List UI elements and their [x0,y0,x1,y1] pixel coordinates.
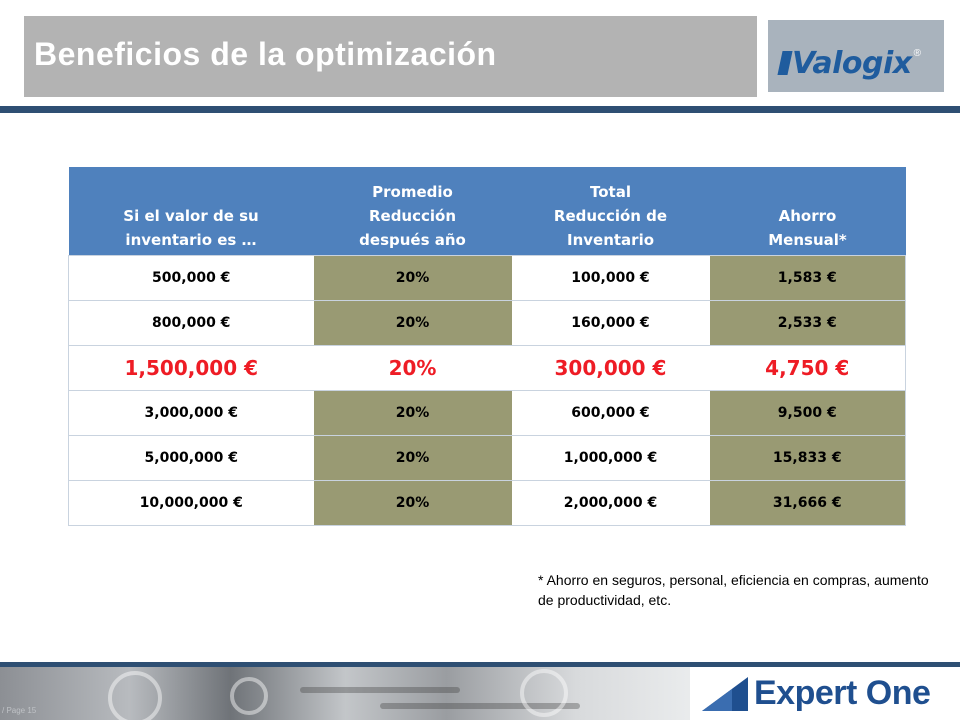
monthly-savings-cell: 31,666 € [709,479,906,526]
monthly-savings-cell: 15,833 € [709,434,906,480]
photo-ring-shape [230,677,268,715]
table-row: 10,000,000 € 20% 2,000,000 € 31,666 € [68,479,906,526]
expert-one-logo: Expert One [690,667,960,720]
table-row: 800,000 € 20% 160,000 € 2,533 € [68,299,906,345]
title-banner [24,16,757,97]
inventory-value-cell: 800,000 € [68,299,314,345]
inventory-value-cell: 10,000,000 € [68,479,314,526]
reduction-percent-cell: 20% [313,389,512,435]
savings-table: Si el valor de su inventario es … Promed… [68,167,906,526]
footer-machinery-photo [0,667,720,720]
registered-mark: ® [913,48,922,59]
valogix-mark-icon [777,51,793,75]
header-inventory-value: Si el valor de su inventario es … [68,167,314,255]
valogix-logo: Valogix ® [768,20,944,92]
expert-one-text: Expert One [754,674,931,712]
total-reduction-cell: 300,000 € [511,344,710,390]
reduction-percent-cell: 20% [313,479,512,526]
reduction-percent-cell: 20% [313,344,512,390]
table-row: 5,000,000 € 20% 1,000,000 € 15,833 € [68,434,906,480]
inventory-value-cell: 5,000,000 € [68,434,314,480]
header-average-reduction: Promedio Reducción después año [313,167,512,255]
monthly-savings-cell: 1,583 € [709,254,906,300]
header-total-reduction: Total Reducción de Inventario [511,167,710,255]
reduction-percent-cell: 20% [313,254,512,300]
monthly-savings-cell: 9,500 € [709,389,906,435]
photo-ring-shape [520,669,568,717]
header-divider [0,106,960,113]
table-header-row: Si el valor de su inventario es … Promed… [68,167,906,255]
valogix-logo-text: Valogix [792,45,912,81]
valogix-logo-inner: Valogix ® [777,45,922,81]
total-reduction-cell: 2,000,000 € [511,479,710,526]
photo-pipe-shape [300,687,460,693]
monthly-savings-cell: 4,750 € [709,344,906,390]
total-reduction-cell: 160,000 € [511,299,710,345]
header-monthly-savings: Ahorro Mensual* [709,167,906,255]
table-row: 500,000 € 20% 100,000 € 1,583 € [68,254,906,300]
total-reduction-cell: 600,000 € [511,389,710,435]
table-row: 3,000,000 € 20% 600,000 € 9,500 € [68,389,906,435]
photo-pipe-shape [380,703,580,709]
total-reduction-cell: 100,000 € [511,254,710,300]
savings-footnote: * Ahorro en seguros, personal, eficienci… [538,572,929,608]
inventory-value-cell: 3,000,000 € [68,389,314,435]
page-number: / Page 15 [2,706,37,715]
reduction-percent-cell: 20% [313,434,512,480]
inventory-value-cell: 500,000 € [68,254,314,300]
photo-ring-shape [108,671,162,720]
monthly-savings-cell: 2,533 € [709,299,906,345]
table-row-highlighted: 1,500,000 € 20% 300,000 € 4,750 € [68,344,906,390]
slide-title: Beneficios de la optimización [34,36,497,72]
inventory-value-cell: 1,500,000 € [68,344,314,390]
expert-one-mark-icon [702,676,748,711]
footer-divider [0,662,960,667]
total-reduction-cell: 1,000,000 € [511,434,710,480]
reduction-percent-cell: 20% [313,299,512,345]
